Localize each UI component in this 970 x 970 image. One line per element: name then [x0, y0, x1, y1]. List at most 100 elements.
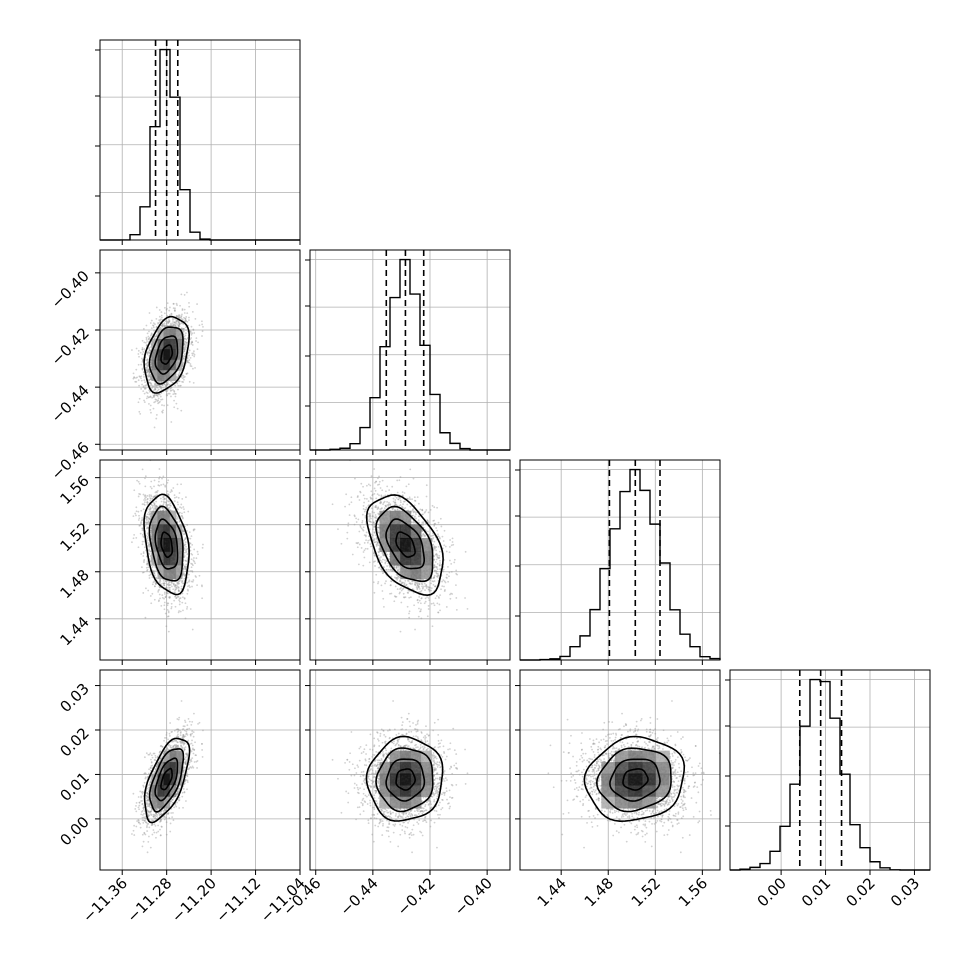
- sample-point: [146, 498, 149, 501]
- sample-point: [145, 369, 148, 372]
- sample-point: [173, 390, 176, 393]
- sample-point: [138, 355, 140, 358]
- sample-point: [159, 319, 162, 322]
- sample-point: [201, 320, 203, 323]
- sample-point: [157, 399, 160, 402]
- sample-point: [145, 397, 148, 400]
- sample-point: [182, 596, 184, 599]
- sample-point: [133, 489, 136, 492]
- sample-point: [148, 312, 151, 314]
- sample-point: [172, 302, 175, 305]
- sample-point: [191, 543, 194, 546]
- sample-point: [180, 293, 183, 296]
- sample-point: [181, 601, 184, 604]
- panel-1-1: [305, 249, 511, 455]
- sample-point: [188, 354, 191, 357]
- sample-point: [183, 378, 185, 381]
- sample-point: [164, 485, 167, 488]
- sample-point: [173, 599, 176, 602]
- sample-point: [178, 603, 181, 606]
- sample-point: [196, 550, 199, 553]
- sample-point: [141, 543, 144, 546]
- sample-point: [134, 512, 137, 515]
- sample-point: [146, 395, 149, 398]
- sample-point: [160, 311, 163, 313]
- sample-point: [192, 381, 195, 384]
- sample-point: [183, 508, 185, 511]
- sample-point: [171, 324, 173, 326]
- sample-point: [157, 402, 159, 405]
- sample-point: [136, 479, 139, 482]
- sample-point: [187, 510, 190, 513]
- sample-point: [143, 401, 146, 404]
- sample-point: [146, 494, 149, 497]
- sample-point: [189, 332, 192, 334]
- sample-point: [170, 607, 173, 610]
- sample-point: [157, 321, 160, 324]
- sample-point: [184, 317, 187, 320]
- sample-point: [141, 468, 144, 471]
- sample-point: [189, 608, 192, 610]
- sample-point: [158, 401, 160, 404]
- sample-point: [157, 600, 160, 603]
- sample-point: [148, 495, 151, 498]
- sample-point: [161, 477, 163, 480]
- sample-point: [166, 490, 169, 493]
- sample-point: [190, 343, 193, 345]
- sample-point: [150, 602, 153, 605]
- sample-point: [167, 602, 170, 605]
- sample-point: [173, 399, 175, 402]
- sample-point: [191, 332, 194, 335]
- sample-point: [161, 410, 163, 413]
- sample-point: [178, 314, 181, 317]
- sample-point: [175, 315, 178, 318]
- sample-point: [181, 377, 184, 380]
- sample-point: [183, 294, 186, 296]
- panel-2-0: 1.441.481.521.56: [56, 459, 301, 665]
- sample-point: [132, 515, 135, 518]
- sample-point: [141, 518, 144, 521]
- sample-point: [142, 493, 145, 496]
- sample-point: [174, 605, 177, 608]
- sample-point: [141, 529, 144, 532]
- sample-point: [175, 315, 178, 318]
- sample-point: [144, 384, 147, 387]
- sample-point: [161, 316, 163, 319]
- sample-point: [166, 404, 169, 407]
- sample-point: [141, 383, 143, 386]
- sample-point: [149, 322, 152, 324]
- sample-point: [166, 481, 169, 484]
- sample-point: [194, 317, 197, 320]
- sample-point: [137, 519, 140, 521]
- sample-point: [150, 497, 152, 500]
- sample-point: [157, 393, 160, 395]
- sample-point: [182, 323, 185, 325]
- sample-point: [144, 475, 147, 478]
- sample-point: [182, 517, 184, 520]
- sample-point: [189, 537, 192, 540]
- sample-point: [191, 570, 194, 573]
- sample-point: [170, 312, 173, 315]
- sample-point: [141, 347, 144, 349]
- sample-point: [175, 496, 178, 499]
- sample-point: [193, 548, 196, 551]
- sample-point: [160, 381, 163, 384]
- sample-point: [141, 353, 144, 356]
- sample-point: [154, 398, 157, 401]
- sample-point: [135, 347, 138, 350]
- sample-point: [145, 341, 147, 344]
- sample-point: [193, 353, 196, 356]
- sample-point: [185, 316, 188, 318]
- sample-point: [177, 388, 179, 391]
- sample-point: [193, 355, 196, 358]
- sample-point: [149, 408, 152, 411]
- sample-point: [159, 395, 162, 398]
- sample-point: [138, 482, 141, 485]
- sample-point: [185, 319, 187, 322]
- sample-point: [174, 307, 176, 310]
- sample-point: [174, 310, 176, 312]
- sample-point: [139, 524, 142, 527]
- sample-point: [149, 404, 152, 407]
- sample-point: [166, 321, 169, 324]
- sample-point: [180, 483, 182, 486]
